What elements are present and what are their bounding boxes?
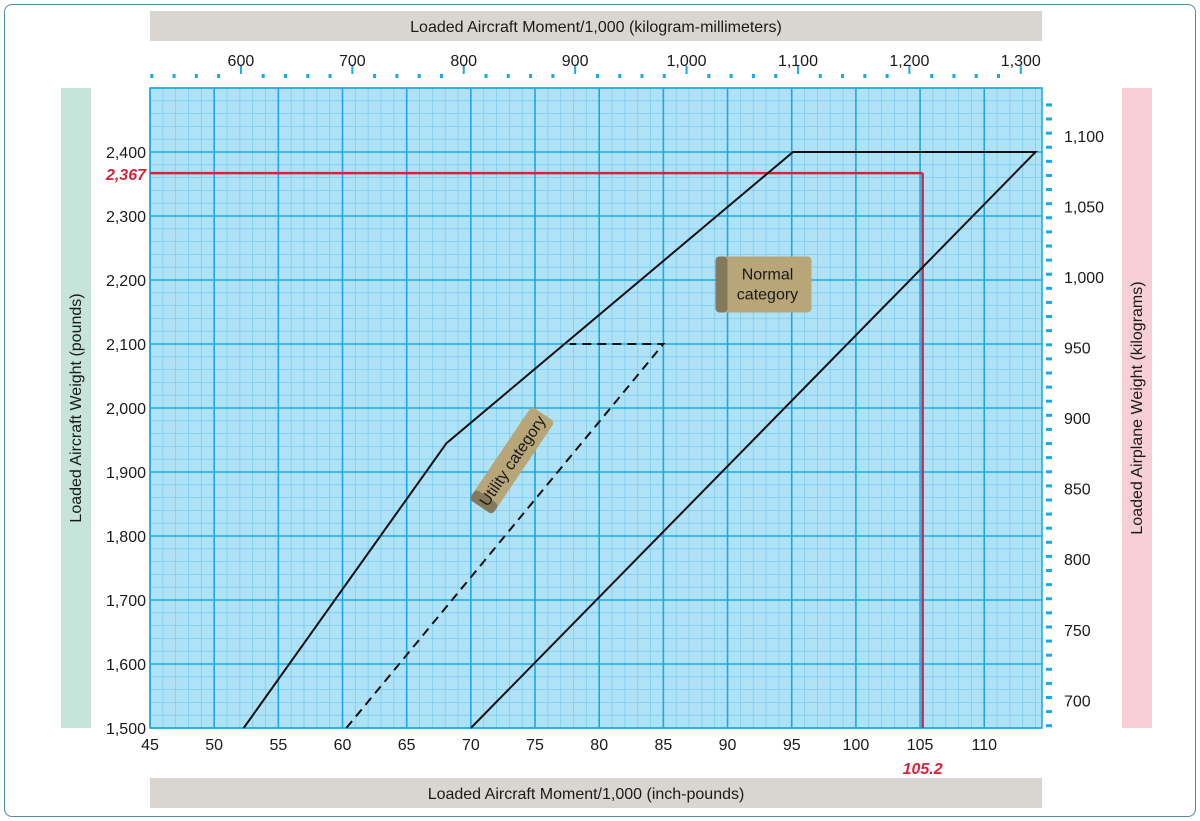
bottom-axis-label: Loaded Aircraft Moment/1,000 (inch-pound…	[428, 786, 745, 803]
x-tick-label: 75	[526, 737, 544, 754]
top-tick-label: 800	[450, 53, 477, 70]
utility-label-box	[470, 407, 554, 514]
top-axis-label: Loaded Aircraft Moment/1,000 (kilogram-m…	[410, 19, 782, 36]
right-axis-label: Loaded Airplane Weight (kilograms)	[1129, 281, 1146, 534]
top-tick-label: 1,100	[778, 53, 818, 70]
utility-envelope-line	[345, 343, 666, 729]
y-tick-label: 1,700	[106, 593, 146, 610]
left-ticks: 1,500 1,600 1,700 1,800 1,900 2,000 2,100 2,200…	[106, 145, 146, 738]
right-tick-label: 1,100	[1064, 129, 1104, 146]
utility-label-shade	[470, 490, 498, 514]
highlight-weight-value: 2,367	[105, 167, 147, 184]
right-tick-label: 700	[1064, 693, 1091, 710]
x-tick-label: 65	[398, 737, 416, 754]
left-axis-label: Loaded Aircraft Weight (pounds)	[68, 293, 85, 522]
right-tick-label: 850	[1064, 482, 1091, 499]
top-ticks: 600 700 800 900 1,000 1,100 1,200 1,300	[150, 53, 1041, 78]
normal-label-shade	[715, 256, 728, 313]
plot-border	[149, 87, 1043, 729]
x-tick-label: 45	[141, 737, 159, 754]
x-tick-label: 100	[843, 737, 870, 754]
y-tick-label: 1,900	[106, 465, 146, 482]
normal-label-box	[715, 256, 812, 313]
bottom-ticks: 45 50 55 60 65 70 75 80 85 90 95 100 105 110	[141, 737, 997, 754]
x-tick-label: 90	[719, 737, 737, 754]
right-tick-label: 750	[1064, 623, 1091, 640]
y-tick-label: 2,000	[106, 401, 146, 418]
right-tick-label: 800	[1064, 552, 1091, 569]
x-tick-label: 50	[205, 737, 223, 754]
x-tick-label: 95	[783, 737, 801, 754]
x-tick-label: 80	[590, 737, 608, 754]
highlight-moment-value: 105.2	[903, 761, 943, 778]
x-tick-label: 60	[334, 737, 352, 754]
y-tick-label: 1,600	[106, 657, 146, 674]
series-layer	[242, 151, 1038, 729]
right-tick-label: 1,000	[1064, 270, 1104, 287]
y-tick-label: 2,100	[106, 337, 146, 354]
top-axis-band	[150, 11, 1042, 41]
left-axis-band	[61, 88, 91, 728]
y-tick-label: 2,300	[106, 209, 146, 226]
bottom-axis-band	[150, 778, 1042, 808]
x-tick-label: 55	[269, 737, 287, 754]
top-tick-label: 600	[228, 53, 255, 70]
normal-category-text-line1: Normal	[742, 266, 794, 283]
top-tick-label: 1,300	[1001, 53, 1041, 70]
y-tick-label: 1,800	[106, 529, 146, 546]
x-tick-label: 110	[971, 737, 997, 754]
right-tick-label: 1,050	[1064, 199, 1104, 216]
top-tick-label: 900	[562, 53, 589, 70]
top-tick-label: 700	[339, 53, 366, 70]
normal-category-text-line2: category	[737, 286, 798, 303]
top-tick-label: 1,000	[667, 53, 707, 70]
normal-category-label: Normal category	[715, 256, 812, 313]
y-tick-label: 2,400	[106, 145, 146, 162]
normal-envelope-line	[242, 151, 1038, 729]
x-tick-label: 105	[907, 737, 934, 754]
y-tick-label: 2,200	[106, 273, 146, 290]
right-axis-band	[1122, 88, 1152, 728]
right-tick-label: 900	[1064, 411, 1091, 428]
top-tick-label: 1,200	[889, 53, 929, 70]
right-tick-label: 950	[1064, 341, 1091, 358]
x-tick-label: 85	[654, 737, 672, 754]
right-ticks: 700 750 800 850 900 950 1,000 1,050 1,100	[1046, 103, 1104, 728]
y-tick-label: 1,500	[106, 721, 146, 738]
x-tick-label: 70	[462, 737, 480, 754]
